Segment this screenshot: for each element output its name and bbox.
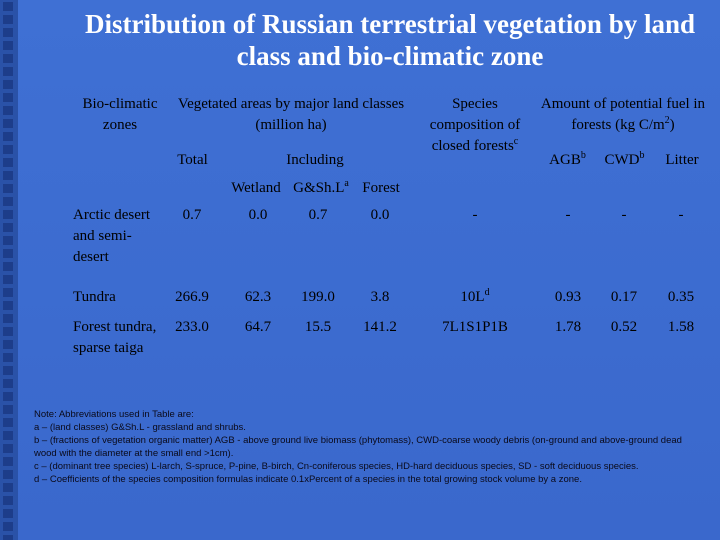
table-cell: 3.8 (370, 289, 390, 305)
header-fuel-after: ) (669, 117, 675, 133)
header-cwd-text: CWD (604, 152, 640, 168)
slide-title: Distribution of Russian terrestrial vege… (84, 9, 695, 71)
table-cell: - (472, 207, 478, 223)
table-cell: 0.35 (667, 289, 695, 305)
table-cell: 1.58 (667, 319, 695, 335)
table-cell: 266.9 (175, 289, 209, 305)
header-zones: Bio-climatic zones (82, 96, 158, 133)
table-cell: 0.17 (610, 289, 638, 305)
table-cell: 0.52 (610, 319, 638, 335)
header-gsh: G&Sh.La (288, 178, 354, 199)
header-fuel-sup: 2 (664, 115, 670, 126)
header-species-sup: c (513, 136, 519, 147)
table-cell: 0.93 (554, 289, 582, 305)
note-line: b – (fractions of vegetation organic mat… (34, 435, 682, 459)
header-species-text: Species composition of closed forests (429, 96, 521, 154)
header-species: Species composition of closed forestsc (415, 94, 535, 157)
header-forest: Forest (362, 180, 400, 196)
table-cell: 62.3 (244, 289, 272, 305)
table-cell: - (621, 207, 627, 223)
header-including: Including (286, 152, 344, 168)
table-cell: 15.5 (304, 319, 332, 335)
row-label: Forest tundra, sparse taiga (73, 319, 157, 356)
table-cell: - (678, 207, 684, 223)
table-cell-text: 10L (460, 289, 485, 305)
header-fuel-text: Amount of potential fuel in forests (kg … (540, 96, 706, 133)
table-cell: 233.0 (175, 319, 209, 335)
header-cwd-sup: b (639, 150, 645, 161)
table-cell: 7L1S1P1B (442, 319, 508, 335)
table-cell-sup: d (484, 287, 490, 298)
header-wetland: Wetland (231, 180, 281, 196)
notes: Note: Abbreviations used in Table are: a … (34, 408, 706, 486)
table-cell: 0.7 (308, 207, 328, 223)
row-label: Arctic desert and semi-desert (73, 207, 151, 265)
table-cell: 64.7 (244, 319, 272, 335)
header-agb-text: AGB (549, 152, 581, 168)
table-cell: - (565, 207, 571, 223)
table-cell: 141.2 (363, 319, 397, 335)
header-gsh-sup: a (344, 178, 349, 189)
header-gsh-text: G&Sh.L (293, 180, 345, 196)
header-fuel: Amount of potential fuel in forests (kg … (532, 94, 714, 136)
header-vegetated: Vegetated areas by major land classes (m… (177, 96, 405, 133)
header-litter: Litter (665, 152, 699, 168)
header-total: Total (177, 152, 208, 168)
table-cell: 199.0 (301, 289, 335, 305)
decor-stripe (0, 0, 18, 540)
header-agb: AGBb (540, 150, 595, 171)
table-cell: 1.78 (554, 319, 582, 335)
table-cell: 0.0 (370, 207, 390, 223)
note-line: c – (dominant tree species) L-larch, S-s… (34, 461, 639, 472)
header-cwd: CWDb (597, 150, 652, 171)
table-cell: 10Ld (415, 287, 535, 308)
note-line: a – (land classes) G&Sh.L - grassland an… (34, 422, 246, 433)
table-cell: 0.7 (182, 207, 202, 223)
table-cell: 0.0 (248, 207, 268, 223)
note-line: Note: Abbreviations used in Table are: (34, 409, 194, 420)
note-line: d – Coefficients of the species composit… (34, 474, 582, 485)
header-agb-sup: b (580, 150, 586, 161)
row-label: Tundra (73, 289, 116, 305)
